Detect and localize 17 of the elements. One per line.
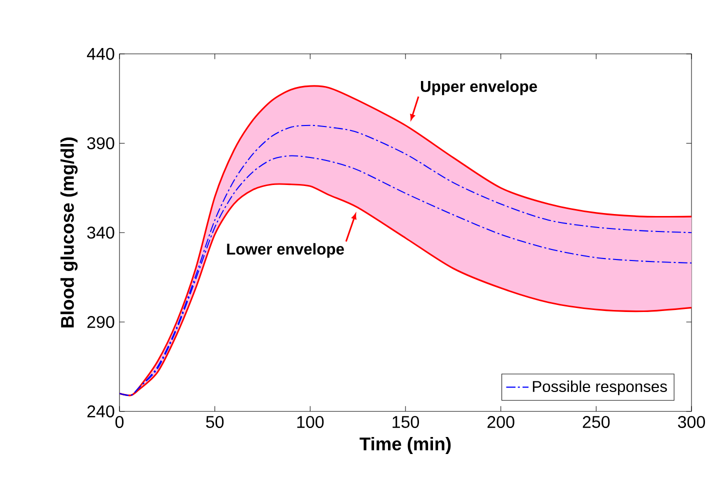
x-tick-label: 200 bbox=[488, 416, 514, 428]
x-tick-label: 0 bbox=[115, 416, 124, 428]
y-tick-label: 340 bbox=[87, 226, 114, 239]
y-tick-label: 390 bbox=[87, 137, 114, 150]
x-tick-label: 300 bbox=[678, 416, 705, 428]
legend-label: Possible responses bbox=[532, 380, 667, 396]
y-tick-label: 240 bbox=[87, 406, 114, 418]
x-axis-title: Time (min) bbox=[360, 437, 451, 454]
x-tick-label: 250 bbox=[582, 416, 610, 428]
x-tick-label: 50 bbox=[206, 416, 224, 428]
y-tick-label: 440 bbox=[86, 48, 114, 60]
x-tick-label: 150 bbox=[392, 416, 419, 428]
y-tick-label: 290 bbox=[87, 316, 114, 328]
y-axis-title: Blood glucose (mg/dl) bbox=[60, 138, 78, 328]
x-tick-label: 100 bbox=[297, 416, 324, 428]
annotation: Lower envelope bbox=[227, 243, 344, 258]
annotation: Upper envelope bbox=[420, 80, 538, 96]
